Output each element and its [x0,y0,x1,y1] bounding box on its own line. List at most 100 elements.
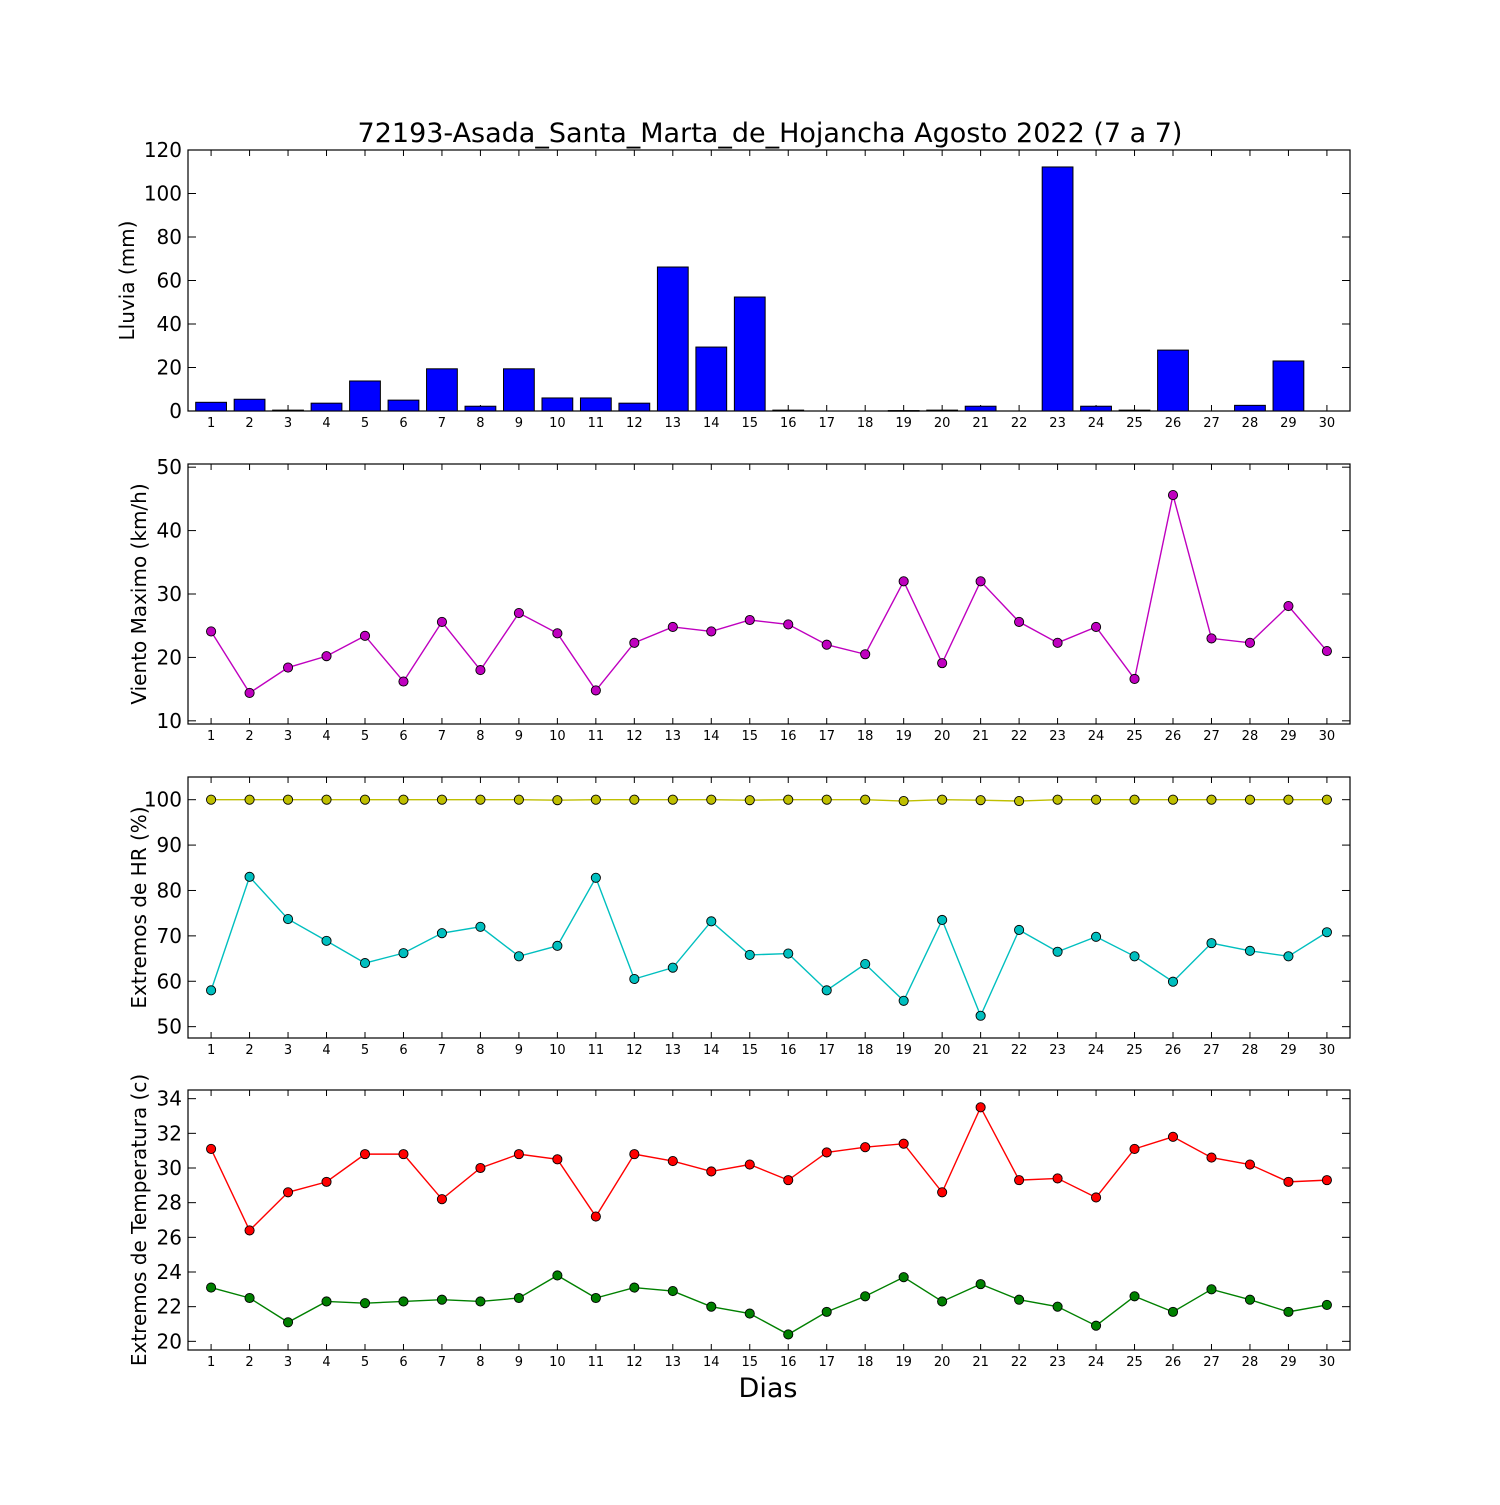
temperature-xtick-label: 29 [1280,1355,1297,1370]
wind-xtick-label: 20 [934,729,951,744]
temperature-point [513,1149,524,1160]
humidity-point [1052,794,1063,805]
temperature-point [590,1292,601,1304]
temperature-y-axis-label: Extremos de Temperatura (c) [127,1074,151,1366]
rain-ytick-label: 120 [144,138,182,162]
temperature-ytick-label: 32 [157,1121,182,1145]
wind-xtick-label: 11 [588,729,605,744]
temperature-point [321,1296,332,1307]
wind-ytick-label: 10 [157,709,182,733]
rain-bar [772,409,805,412]
temperature-point [398,1296,409,1307]
temperature-xtick-label: 24 [1088,1355,1105,1370]
humidity-xtick-label: 4 [322,1043,330,1058]
temperature-point [1244,1159,1256,1170]
wind-point [898,576,909,587]
rain-ytick-label: 80 [157,225,182,249]
wind-point [398,676,409,687]
wind-xtick-label: 22 [1011,729,1028,744]
temperature-point [744,1159,755,1170]
temperature-xtick-label: 21 [972,1355,989,1370]
temperature-point [783,1175,794,1186]
rain-bar [272,409,304,412]
temperature-xtick-label: 27 [1203,1355,1220,1370]
temperature-point [898,1272,909,1283]
temperature-xtick-label: 2 [245,1355,253,1370]
rain-xtick-label: 3 [284,416,292,431]
humidity-xtick-label: 22 [1011,1043,1028,1058]
wind-point [590,685,601,696]
temperature-plot-frame [187,1089,1351,1351]
temperature-point [860,1291,871,1302]
wind-point [1244,637,1256,648]
humidity-point [244,794,255,805]
temperature-xtick-label: 26 [1165,1355,1182,1370]
wind-point [475,665,486,676]
wind-xtick-label: 7 [438,729,446,744]
rain-bar [387,399,420,412]
humidity-point [860,958,871,970]
temperature-xtick-label: 11 [588,1355,605,1370]
temperature-xtick-label: 18 [857,1355,874,1370]
humidity-xtick-label: 14 [703,1043,720,1058]
wind-point [436,616,447,627]
humidity-xtick-label: 25 [1126,1043,1143,1058]
temperature-point [475,1162,486,1174]
humidity-xtick-label: 11 [588,1043,605,1058]
temperature-point [783,1329,794,1340]
rain-bar [1118,409,1151,412]
humidity-xtick-label: 28 [1242,1043,1259,1058]
rain-xtick-label: 15 [741,416,758,431]
humidity-xtick-label: 1 [207,1043,215,1058]
humidity-point [513,794,524,805]
temperature-xtick-label: 3 [284,1355,292,1370]
rain-xtick-label: 28 [1242,416,1259,431]
rain-bar [695,346,728,412]
humidity-point [1091,931,1102,942]
humidity-point [1129,951,1140,962]
rain-bar [1041,166,1074,412]
wind-xtick-label: 26 [1165,729,1182,744]
humidity-xtick-label: 2 [245,1043,253,1058]
wind-xtick-label: 23 [1049,729,1066,744]
chart-title: 72193-Asada_Santa_Marta_de_Hojancha Agos… [358,118,1183,149]
humidity-ytick-label: 90 [157,833,182,857]
humidity-series-line [210,875,1328,1018]
temperature-ytick-label: 20 [157,1329,182,1353]
rain-bar [618,402,651,412]
humidity-xtick-label: 21 [972,1043,989,1058]
temperature-point [359,1298,371,1309]
temperature-ytick-label: 22 [157,1295,182,1319]
temperature-point [821,1147,832,1158]
humidity-point [359,958,371,969]
rain-bar [579,397,612,412]
wind-xtick-label: 6 [399,729,407,744]
humidity-xtick-label: 29 [1280,1043,1297,1058]
wind-xtick-label: 15 [741,729,758,744]
wind-xtick-label: 8 [476,729,484,744]
rain-xtick-label: 12 [626,416,643,431]
rain-xtick-label: 4 [322,416,330,431]
humidity-xtick-label: 24 [1088,1043,1105,1058]
humidity-ytick-label: 60 [157,969,182,993]
temperature-ytick-label: 30 [157,1156,182,1180]
temperature-xtick-label: 16 [780,1355,797,1370]
rain-bar [503,368,535,412]
humidity-point [590,872,601,883]
temperature-xtick-label: 8 [476,1355,484,1370]
humidity-y-axis-label: Extremos de HR (%) [127,806,151,1008]
rain-xtick-label: 10 [549,416,566,431]
temperature-xtick-label: 23 [1049,1355,1066,1370]
humidity-plot-frame [187,776,1351,1039]
wind-y-axis-label: Viento Maximo (km/h) [127,483,151,704]
rain-xtick-label: 20 [934,416,951,431]
temperature-point [898,1138,909,1149]
rain-xtick-label: 22 [1011,416,1028,431]
wind-xtick-label: 2 [245,729,253,744]
humidity-point [436,928,447,939]
temperature-ytick-label: 24 [157,1260,182,1284]
rain-xtick-label: 30 [1319,416,1336,431]
wind-xtick-label: 4 [322,729,330,744]
wind-xtick-label: 21 [972,729,989,744]
